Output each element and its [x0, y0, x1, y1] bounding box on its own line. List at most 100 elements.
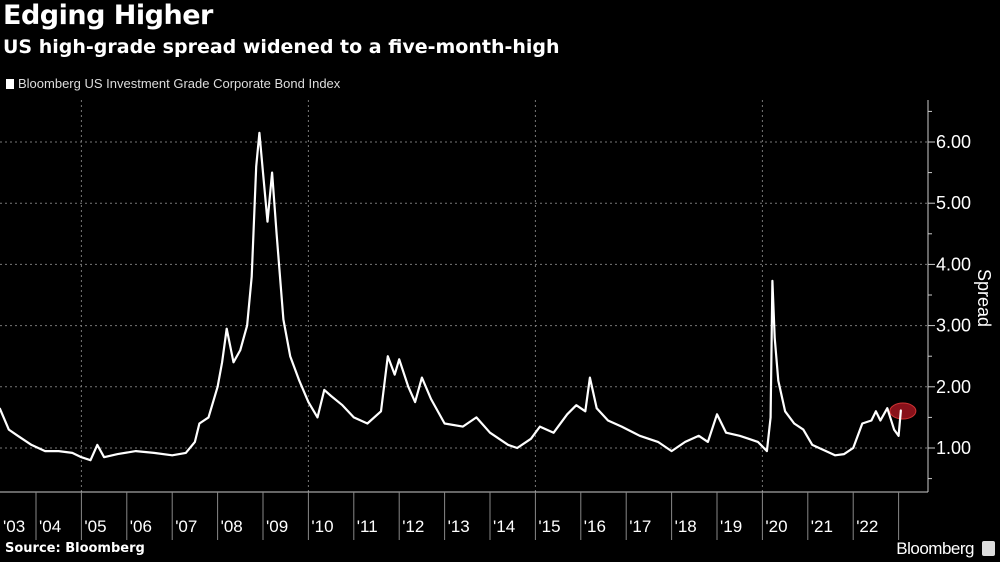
data-point [784, 410, 786, 413]
data-point [262, 171, 264, 174]
data-point [893, 428, 895, 431]
data-point [769, 416, 772, 419]
data-point [57, 450, 60, 452]
data-point [793, 422, 795, 425]
data-point [421, 376, 423, 379]
data-point [275, 233, 278, 235]
data-point [595, 407, 598, 410]
data-point [552, 431, 555, 434]
data-point [80, 456, 83, 458]
data-point [575, 404, 578, 406]
x-tick-label: '06 [130, 517, 152, 536]
data-point [443, 422, 446, 425]
x-tick-label: '08 [221, 517, 243, 536]
y-tick-label: 1.00 [936, 438, 971, 458]
data-point [89, 459, 92, 462]
data-point [834, 454, 836, 457]
data-point [207, 416, 210, 419]
legend-label: Bloomberg US Investment Grade Corporate … [18, 76, 341, 91]
data-point [771, 280, 774, 282]
data-point [71, 452, 74, 454]
data-point [777, 379, 780, 382]
x-tick-label: '05 [84, 517, 106, 536]
data-point [489, 431, 491, 434]
data-point [116, 453, 119, 455]
data-point [530, 438, 532, 440]
data-point [398, 358, 401, 361]
data-point [475, 416, 478, 419]
x-tick-label: '19 [720, 517, 742, 536]
data-point [507, 444, 509, 446]
data-point [461, 425, 464, 428]
y-tick-label: 6.00 [936, 132, 971, 152]
data-point [639, 434, 641, 437]
data-point [707, 441, 709, 443]
y-tick-label: 2.00 [936, 377, 971, 397]
data-point [861, 422, 864, 425]
data-point [185, 452, 187, 454]
chart-subtitle: US high-grade spread widened to a five-m… [3, 36, 560, 58]
data-point [670, 450, 673, 452]
data-point [330, 395, 332, 397]
x-tick-label: '13 [448, 517, 470, 536]
data-point [7, 428, 10, 431]
data-point [716, 413, 718, 416]
data-point [773, 337, 776, 339]
data-point [886, 407, 889, 410]
data-point [246, 324, 248, 327]
data-point [657, 441, 659, 443]
data-point [584, 410, 587, 413]
x-tick-label: '14 [493, 517, 515, 536]
data-point [380, 410, 382, 413]
data-point [738, 434, 741, 437]
data-point [811, 444, 814, 446]
data-point [897, 434, 900, 437]
data-point [387, 355, 389, 358]
data-point [232, 361, 235, 364]
y-tick-label: 3.00 [936, 316, 971, 336]
data-point [216, 386, 219, 388]
data-point [44, 450, 46, 452]
data-point [17, 434, 19, 437]
data-point [607, 419, 609, 422]
data-point [414, 401, 416, 403]
data-point [875, 410, 877, 413]
data-point [96, 444, 99, 446]
data-point [258, 132, 261, 134]
x-tick-label: '12 [402, 517, 424, 536]
data-point [221, 361, 223, 364]
data-point [430, 398, 432, 400]
x-tick-label: '21 [811, 517, 833, 536]
data-point [282, 318, 285, 321]
data-point [255, 165, 257, 168]
data-point [194, 441, 196, 443]
data-point [266, 220, 269, 223]
x-tick-label: '04 [39, 517, 61, 536]
x-tick-label: '17 [629, 517, 651, 536]
data-point [725, 431, 727, 434]
data-point [766, 450, 768, 452]
data-point [870, 419, 873, 422]
x-tick-label: '22 [856, 517, 878, 536]
y-tick-label: 4.00 [936, 254, 971, 274]
data-point [843, 453, 845, 455]
y-axis-label: Spread [974, 269, 994, 327]
data-point [250, 275, 253, 278]
brand-logo: Bloomberg [896, 539, 974, 558]
data-point [353, 416, 355, 419]
data-point [30, 444, 33, 446]
data-point [225, 327, 228, 330]
x-tick-label: '07 [175, 517, 197, 536]
data-point [698, 434, 700, 437]
data-point [879, 419, 882, 422]
legend-swatch [6, 78, 14, 89]
x-tick-label: '10 [311, 517, 333, 536]
chart-title: Edging Higher [3, 0, 213, 31]
data-point [747, 438, 750, 440]
data-point [589, 376, 591, 379]
data-point [757, 441, 759, 443]
data-point [135, 450, 137, 452]
x-tick-label: '03 [3, 517, 25, 536]
